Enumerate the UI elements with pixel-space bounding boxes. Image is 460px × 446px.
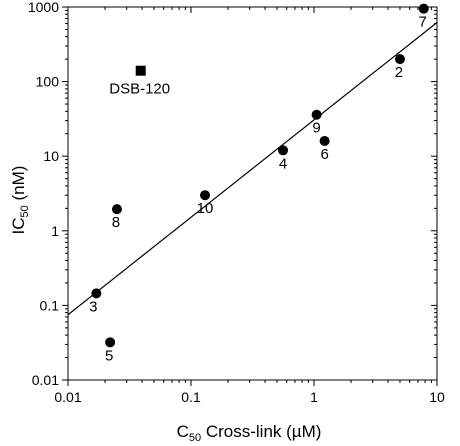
data-point	[200, 190, 211, 201]
y-tick-label: 100	[36, 74, 60, 90]
y-tick-label: 0.01	[32, 372, 59, 388]
data-point	[394, 54, 405, 65]
y-tick-label: 1	[51, 223, 59, 239]
y-axis-title-main: IC	[9, 217, 28, 234]
data-point-label: DSB-120	[109, 81, 170, 98]
x-axis-title-main: C	[177, 422, 189, 441]
data-point-label: 6	[320, 146, 328, 163]
x-tick-label: 10	[429, 389, 445, 405]
x-tick-label: 0.01	[54, 389, 81, 405]
data-point	[278, 145, 289, 156]
regression-line	[67, 22, 438, 316]
data-point-label: 8	[112, 214, 120, 231]
data-point	[311, 109, 322, 120]
data-point-label: 2	[395, 64, 403, 81]
y-tick-label: 10	[43, 148, 59, 164]
data-point-square	[135, 65, 146, 76]
data-point-label: 5	[105, 347, 113, 364]
plot-area: 0.01 0.1 1 10 0.01 0.1 1 10 100 1000 2 3 4 5 6 7 8 9 10 DSB…	[28, 0, 445, 405]
data-point-label: 4	[279, 155, 287, 172]
data-point-label: 3	[89, 298, 97, 315]
x-axis-title-rest: Cross-link (µM)	[201, 422, 321, 441]
y-tick-label: 0.1	[40, 297, 60, 313]
data-point-label: 10	[197, 200, 214, 217]
data-point-label: 7	[419, 14, 427, 31]
y-axis-title-subscript: 50	[19, 205, 31, 217]
x-axis-title: C50 Cross-link (µM)	[177, 422, 322, 444]
x-tick-label: 1	[310, 389, 318, 405]
plot-frame	[67, 6, 438, 381]
y-axis-title-rest: (nM)	[9, 166, 28, 206]
x-axis-title-subscript: 50	[189, 432, 201, 444]
y-axis-title: IC50 (nM)	[9, 166, 31, 235]
x-tick-label: 0.1	[181, 389, 201, 405]
y-tick-label: 1000	[28, 0, 59, 15]
data-point	[91, 288, 102, 299]
data-point	[111, 204, 122, 215]
data-point	[418, 3, 429, 14]
data-point-label: 9	[312, 120, 320, 137]
data-point	[319, 135, 330, 146]
data-point	[105, 337, 116, 348]
